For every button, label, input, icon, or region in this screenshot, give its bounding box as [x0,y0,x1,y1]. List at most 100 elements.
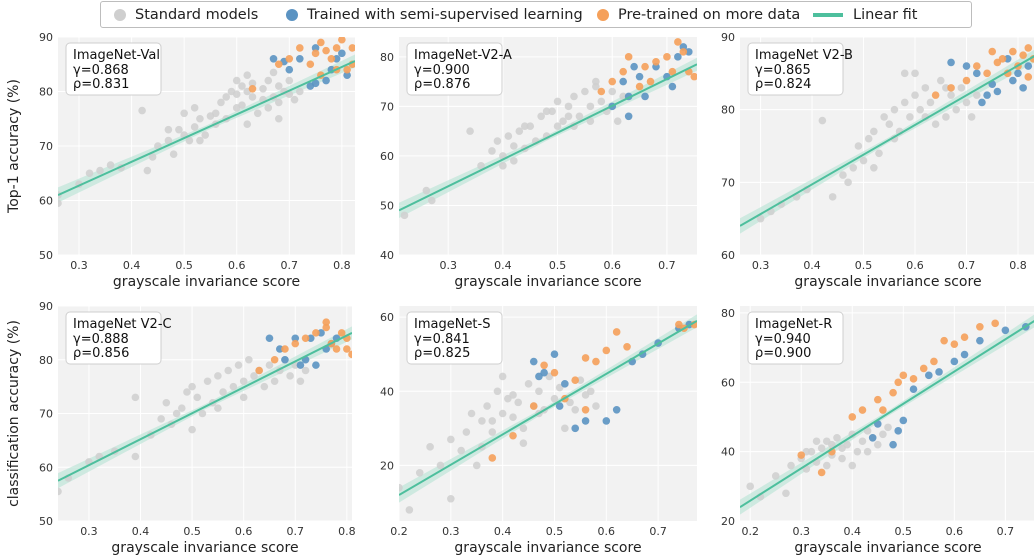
stats-box [747,42,844,96]
y-tick-label: 90 [721,31,735,44]
point-pretrained [602,346,611,355]
point-pretrained [635,82,644,91]
point-semi [624,112,633,121]
point-semi [296,55,304,63]
x-tick-label: 0.8 [333,259,351,272]
legend-line-fit [813,13,843,17]
point-pretrained [652,57,660,66]
fit-line [58,331,352,482]
point-pretrained [332,345,341,353]
point-standard [870,164,878,172]
point-pretrained [306,60,315,69]
y-axis-label: Top-1 accuracy (%) [6,79,22,214]
stat-value: γ=0.940 [755,332,811,347]
point-pretrained [817,468,826,477]
point-standard [519,424,528,433]
point-standard [426,443,434,451]
point-standard [947,91,955,99]
y-tick-label: 90 [39,31,53,44]
stat-value: ρ=0.856 [73,346,129,361]
point-standard [942,113,950,121]
point-semi [311,79,320,88]
point-standard [185,136,194,145]
point-standard [183,388,191,396]
point-standard [863,447,872,456]
point-semi [332,55,341,63]
point-standard [550,394,559,403]
y-tick-label: 80 [380,51,394,64]
point-pretrained [348,44,355,52]
y-tick-label: 50 [39,249,53,262]
x-tick-label: 0.7 [287,525,305,538]
point-semi [641,92,649,101]
point-standard [885,120,894,128]
point-standard [782,489,790,498]
point-standard [952,105,961,114]
point-standard [553,122,562,130]
point-pretrained [581,354,590,362]
point-semi [269,55,278,63]
point-standard [863,427,872,435]
x-axis-label: grayscale invariance score [454,274,641,290]
y-tick-label: 80 [721,104,735,117]
point-standard [196,114,204,123]
point-standard [269,68,278,77]
point-standard [483,402,491,410]
point-standard [498,372,507,381]
point-pretrained [940,336,948,345]
x-tick-label: 0.4 [494,525,512,538]
point-standard [746,482,755,491]
plot-content [399,38,697,220]
stat-value: ρ=0.824 [755,77,811,92]
stat-value: ρ=0.825 [414,346,470,361]
point-standard [911,69,919,78]
point-standard [853,447,862,456]
point-standard [177,404,186,412]
stats-box [406,42,503,96]
point-standard [180,109,188,118]
y-tick-label: 40 [721,446,735,459]
point-standard [201,131,209,139]
panel-title: ImageNet-S [414,317,490,332]
point-pretrained [343,345,351,353]
point-pretrained [301,334,310,343]
point-standard [264,104,273,112]
point-pretrained [641,62,649,71]
point-standard [229,382,238,391]
point-pretrained [322,318,331,326]
point-pretrained [274,60,283,69]
point-semi [322,76,330,85]
fit-line [740,55,1034,227]
legend-dot-standard [114,9,126,21]
point-standard [854,142,863,150]
point-standard [217,98,225,107]
point-standard [265,361,274,369]
stat-value: γ=0.900 [414,63,470,78]
legend-dot-semi [286,9,298,21]
point-standard [756,214,765,223]
point-standard [234,361,243,369]
panel-title: ImageNet-Val [73,48,160,63]
point-pretrained [592,357,600,366]
x-tick-label: 0.3 [80,525,98,538]
point-semi [962,62,971,70]
point-pretrained [1024,73,1033,81]
x-tick-label: 0.5 [183,525,201,538]
point-standard [477,162,485,170]
point-standard [849,164,858,172]
y-tick-label: 60 [721,249,735,262]
fit-line [399,63,697,212]
point-semi [529,357,538,366]
point-standard [219,388,227,396]
point-semi [550,350,559,358]
point-standard [858,437,867,446]
point-standard [586,387,595,396]
x-tick-label: 0.6 [598,525,616,538]
point-pretrained [879,406,887,414]
y-tick-label: 20 [721,515,735,528]
point-semi [978,98,986,107]
y-tick-label: 80 [721,307,735,320]
legend-dot-pretrained [597,9,609,21]
point-standard [175,125,183,134]
point-pretrained [291,339,300,348]
